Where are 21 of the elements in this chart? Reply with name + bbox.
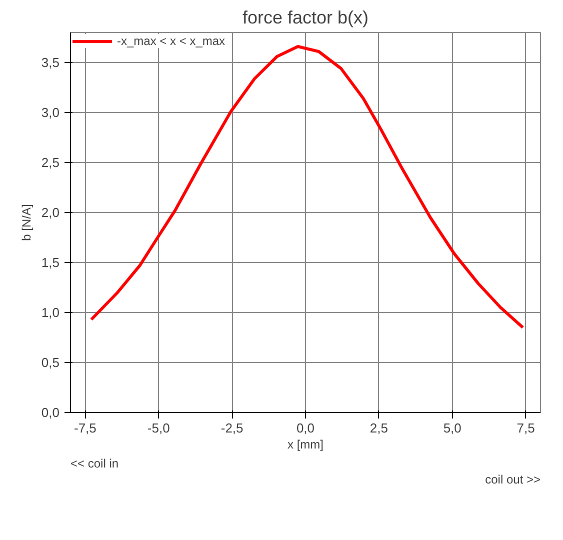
x-tick-label: -7,5 <box>74 420 96 436</box>
x-tick-label: 7,5 <box>516 420 535 436</box>
legend-label: -x_max < x < x_max <box>117 34 226 48</box>
x-tick-label: -5,0 <box>147 420 170 436</box>
x-axis-title: x [mm] <box>288 438 324 452</box>
y-tick-label: 1,0 <box>41 305 60 320</box>
chart-title: force factor b(x) <box>242 8 369 28</box>
y-axis-title: b [N/A] <box>19 204 34 241</box>
y-tick-label: 0,0 <box>41 405 60 420</box>
x-tick-label: 5,0 <box>443 420 462 436</box>
x-tick-label: 0,0 <box>296 420 315 436</box>
y-tick-label: 1,5 <box>41 255 60 270</box>
text: coil out >> <box>485 472 541 486</box>
text: << coil in <box>70 456 119 470</box>
x-tick-label: -2,5 <box>220 420 244 436</box>
y-tick-label: 3,5 <box>41 55 60 70</box>
y-tick-label: 2,0 <box>41 205 60 220</box>
y-tick-label: 3,0 <box>41 105 60 120</box>
y-tick-label: 0,5 <box>41 355 60 370</box>
x-tick-label: 2,5 <box>370 420 388 436</box>
y-tick-label: 2,5 <box>41 155 60 170</box>
